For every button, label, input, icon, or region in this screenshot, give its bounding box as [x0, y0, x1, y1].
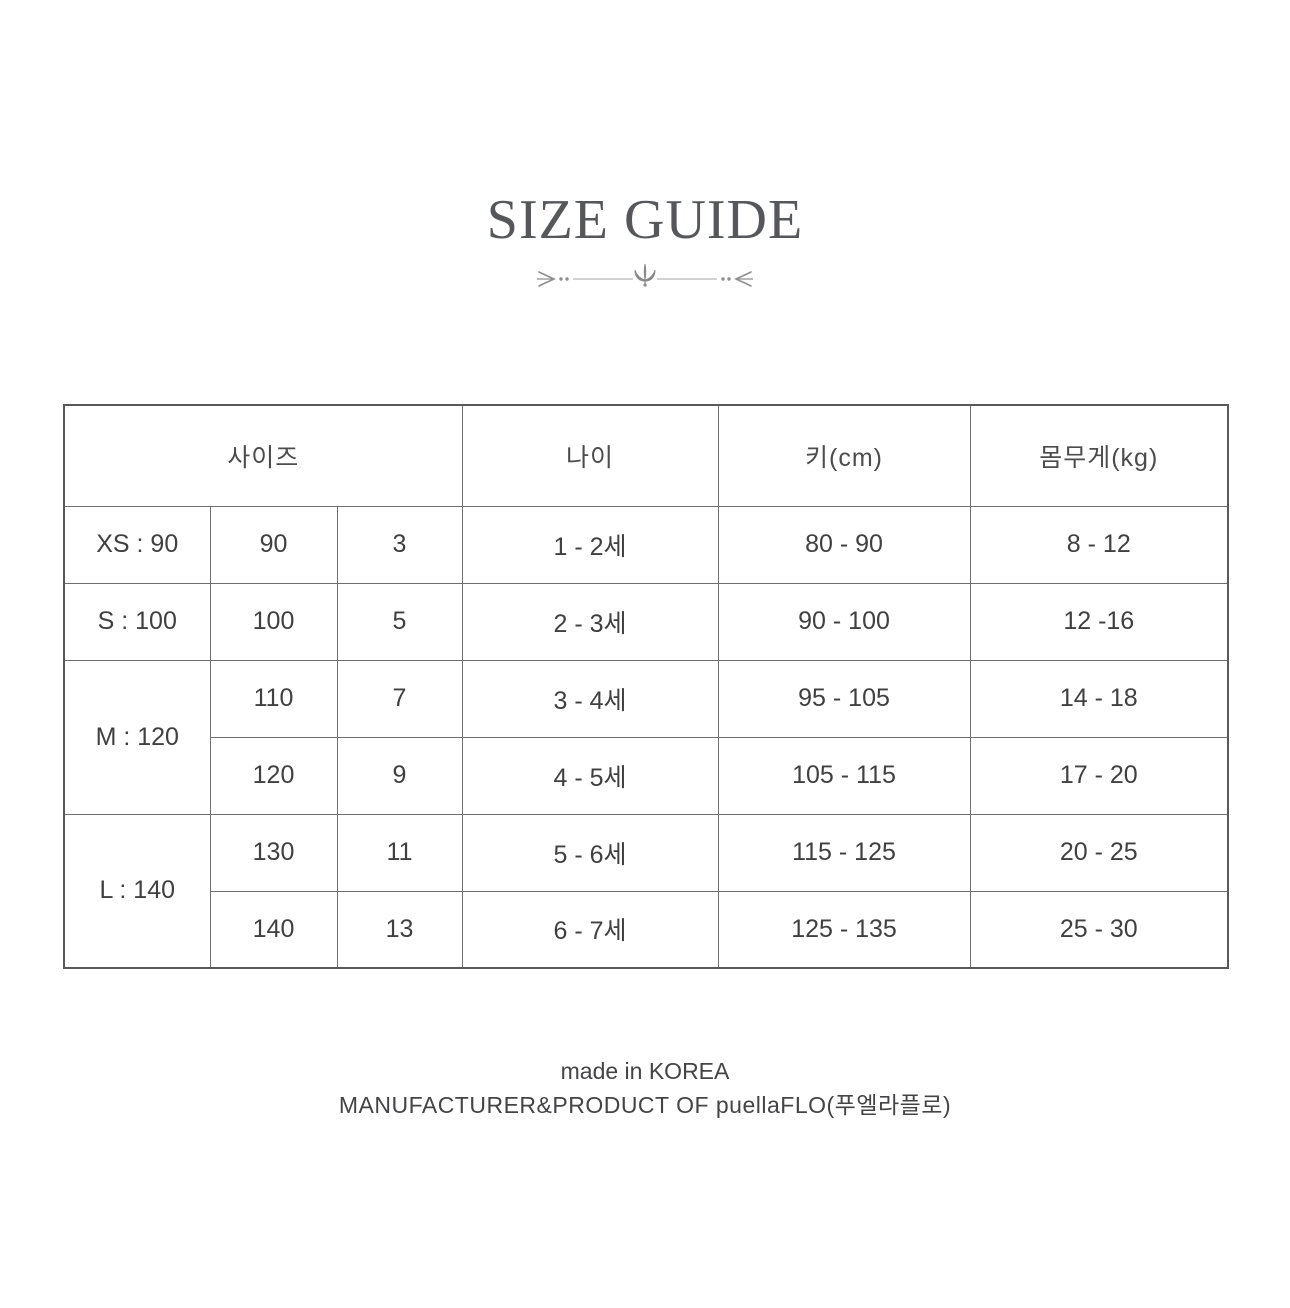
cell-height: 90 - 100 — [717, 582, 971, 661]
table-row-m-110: M : 120 110 7 3 - 4세 95 - 105 14 - 18 — [63, 659, 1229, 815]
header-size: 사이즈 — [63, 404, 463, 507]
cell-size: 120 — [209, 736, 338, 815]
ornament-divider-icon — [537, 263, 753, 287]
cell-weight: 20 - 25 — [969, 813, 1229, 892]
cell-size: 140 — [209, 890, 338, 969]
header-weight: 몸무게(kg) — [969, 404, 1229, 507]
table-row-l-140: 140 13 6 - 7세 125 - 135 25 - 30 — [64, 890, 1229, 969]
cell-weight: 8 - 12 — [969, 505, 1229, 584]
cell-height: 95 - 105 — [717, 659, 971, 738]
cell-no: 5 — [336, 582, 463, 661]
cell-age: 2 - 3세 — [461, 582, 719, 661]
cell-height: 105 - 115 — [717, 736, 971, 815]
header-age: 나이 — [461, 404, 719, 507]
cell-size: 110 — [209, 659, 338, 738]
cell-height: 80 - 90 — [717, 505, 971, 584]
table-header-row: 사이즈 나이 키(cm) 몸무게(kg) — [63, 404, 1229, 507]
table-row-l-130: L : 140 130 11 5 - 6세 115 - 125 20 - 25 — [63, 813, 1229, 969]
cell-no: 13 — [336, 890, 463, 969]
cell-age: 5 - 6세 — [461, 813, 719, 892]
cell-height: 115 - 125 — [717, 813, 971, 892]
cell-age: 6 - 7세 — [461, 890, 719, 969]
cell-size: 100 — [209, 582, 338, 661]
cell-size: 90 — [209, 505, 338, 584]
size-guide-table: 사이즈 나이 키(cm) 몸무게(kg) XS : 90 90 3 1 - 2세… — [63, 404, 1230, 969]
cell-weight: 12 -16 — [969, 582, 1229, 661]
ornament-divider — [0, 262, 1290, 296]
cell-age: 3 - 4세 — [461, 659, 719, 738]
table-row-s: S : 100 100 5 2 - 3세 90 - 100 12 -16 — [63, 582, 1229, 661]
table-row-xs: XS : 90 90 3 1 - 2세 80 - 90 8 - 12 — [63, 505, 1229, 584]
cell-height: 125 - 135 — [717, 890, 971, 969]
page-title: SIZE GUIDE — [486, 189, 804, 251]
table-row-m-120: 120 9 4 - 5세 105 - 115 17 - 20 — [64, 736, 1229, 815]
cell-no: 9 — [336, 736, 463, 815]
cell-age: 1 - 2세 — [461, 505, 719, 584]
footer-made-in: made in KOREA — [560, 1058, 730, 1084]
cell-size: 130 — [209, 813, 338, 892]
group-label-s: S : 100 — [63, 582, 211, 661]
group-label-xs: XS : 90 — [63, 505, 211, 584]
header-height: 키(cm) — [717, 404, 971, 507]
cell-no: 7 — [336, 659, 463, 738]
footer: made in KOREA MANUFACTURER&PRODUCT OF pu… — [0, 1054, 1290, 1122]
cell-no: 3 — [336, 505, 463, 584]
cell-weight: 17 - 20 — [969, 736, 1229, 815]
group-label-m: M : 120 — [63, 659, 211, 815]
cell-age: 4 - 5세 — [461, 736, 719, 815]
cell-weight: 14 - 18 — [969, 659, 1229, 738]
cell-no: 11 — [336, 813, 463, 892]
group-label-l: L : 140 — [63, 813, 211, 969]
footer-manufacturer: MANUFACTURER&PRODUCT OF puellaFLO(푸엘라플로) — [338, 1092, 952, 1118]
cell-weight: 25 - 30 — [969, 890, 1229, 969]
